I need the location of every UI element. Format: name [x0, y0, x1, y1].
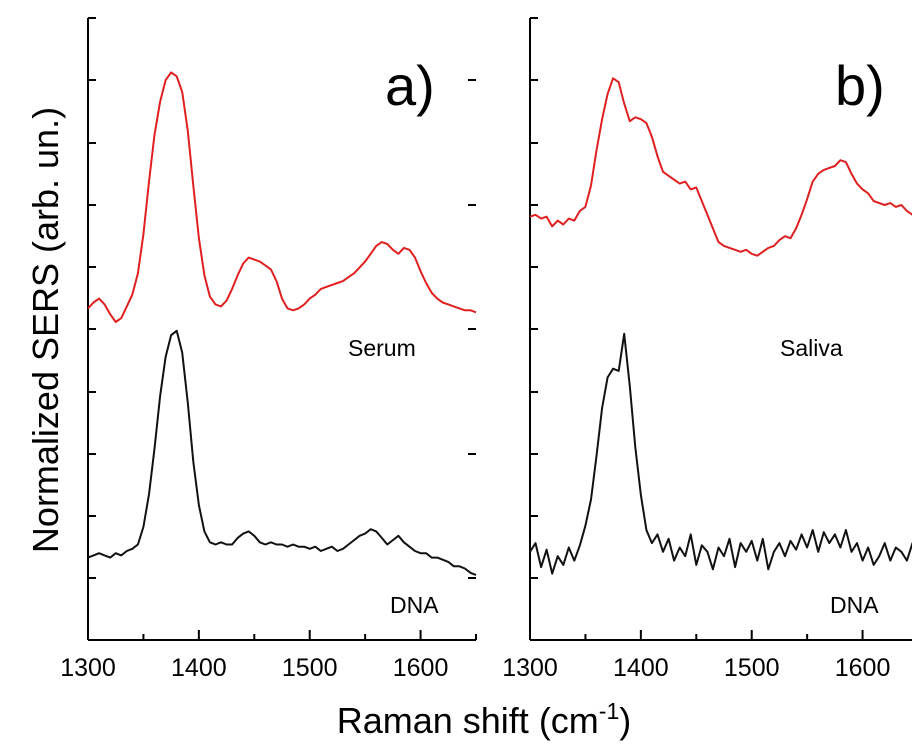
series-label-saliva: Saliva: [780, 335, 843, 361]
x-tick-label: 1300: [502, 654, 558, 682]
series-label-dna: DNA: [830, 592, 879, 618]
x-tick-label: 1600: [835, 654, 891, 682]
x-axis-title-close: ): [619, 700, 631, 741]
series-line-dna: [529, 332, 912, 575]
panel-letter: b): [835, 54, 885, 117]
x-tick-label: 1600: [393, 654, 449, 682]
y-axis-title: Normalized SERS (arb. un.): [25, 107, 66, 553]
x-axis-title: Raman shift (cm-1): [337, 698, 632, 741]
x-tick-label: 1400: [613, 654, 669, 682]
series-label-serum: Serum: [348, 335, 416, 361]
x-tick-label: 1400: [171, 654, 227, 682]
panel-b: 1300 1400 1500 1600 Saliva DNA b): [502, 17, 912, 682]
x-tick-label: 1300: [60, 654, 116, 682]
series-line-serum: [87, 71, 477, 323]
series-line-saliva: [529, 77, 912, 257]
panel-a: 1300 1400 1500 1600 Serum DNA a): [60, 17, 477, 682]
series-label-dna: DNA: [390, 592, 439, 618]
x-tick-label: 1500: [724, 654, 780, 682]
x-tick-label: 1500: [282, 654, 338, 682]
panel-letter: a): [385, 54, 435, 117]
x-axis-title-superscript: -1: [599, 698, 619, 724]
series-line-dna: [87, 329, 477, 576]
x-axis-title-main: Raman shift (cm: [337, 700, 599, 741]
